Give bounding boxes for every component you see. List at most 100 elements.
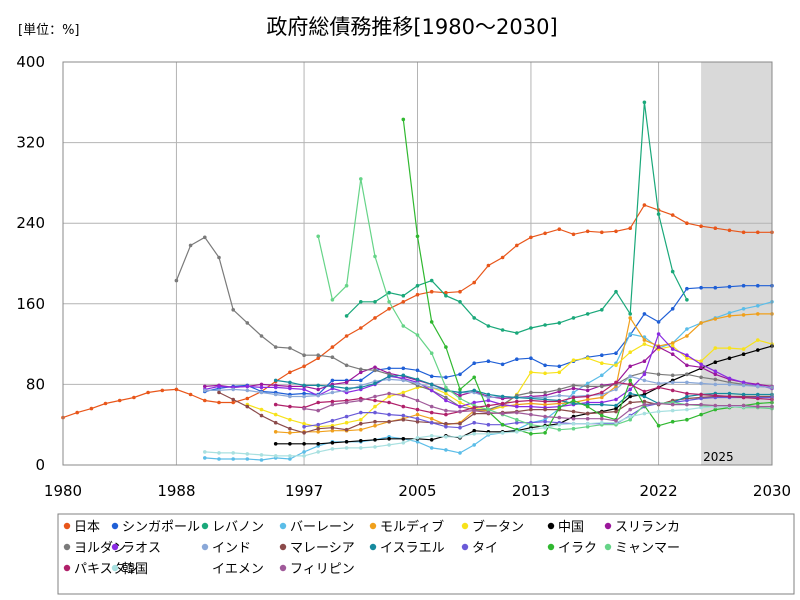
data-point xyxy=(685,221,689,225)
data-point xyxy=(500,394,505,399)
data-point xyxy=(685,417,689,422)
data-point xyxy=(359,370,363,375)
data-point xyxy=(302,383,306,388)
data-point xyxy=(316,426,321,431)
data-point xyxy=(415,436,420,440)
series-line xyxy=(304,396,772,429)
data-point xyxy=(529,398,533,403)
data-point xyxy=(685,398,689,403)
data-point xyxy=(359,300,363,304)
data-point xyxy=(656,409,661,414)
legend-label: イスラエル xyxy=(380,541,445,556)
data-point xyxy=(486,359,491,364)
legend-label: ミャンマー xyxy=(615,541,680,556)
data-point xyxy=(75,410,79,415)
legend-label: 日本 xyxy=(74,520,100,535)
data-point xyxy=(401,324,406,328)
y-tick-label: 240 xyxy=(16,214,45,232)
data-point xyxy=(401,393,406,398)
data-point xyxy=(628,316,632,320)
data-point xyxy=(543,390,547,395)
data-point xyxy=(628,350,632,355)
data-point xyxy=(727,403,732,408)
data-point xyxy=(444,421,448,426)
data-point xyxy=(415,377,420,382)
data-point xyxy=(642,394,647,399)
data-point xyxy=(472,361,477,366)
data-point xyxy=(330,425,335,430)
data-point xyxy=(472,400,477,405)
data-point xyxy=(203,398,207,403)
data-point xyxy=(642,378,647,383)
data-point xyxy=(444,435,448,439)
data-point xyxy=(458,421,462,426)
data-point xyxy=(444,385,448,390)
legend-marker xyxy=(201,543,209,551)
data-point xyxy=(203,384,207,389)
data-point xyxy=(585,421,590,426)
data-point xyxy=(600,390,604,395)
data-point xyxy=(529,326,533,330)
y-tick-label: 320 xyxy=(16,134,45,152)
data-point xyxy=(656,401,661,406)
data-point xyxy=(316,408,321,413)
legend-marker xyxy=(279,522,287,530)
data-point xyxy=(359,439,363,443)
data-point xyxy=(387,443,391,447)
data-point xyxy=(117,398,122,403)
data-point xyxy=(500,422,505,427)
data-point xyxy=(373,300,377,304)
data-point xyxy=(373,410,377,415)
data-point xyxy=(245,452,250,456)
data-point xyxy=(444,448,448,452)
data-point xyxy=(515,404,519,409)
series-line xyxy=(275,381,773,416)
data-point xyxy=(344,446,349,450)
data-point xyxy=(203,456,207,460)
data-point xyxy=(429,278,434,283)
data-point xyxy=(288,431,292,435)
data-point xyxy=(713,360,718,365)
data-point xyxy=(628,378,632,383)
data-point xyxy=(401,300,406,304)
data-point xyxy=(727,284,732,289)
data-point xyxy=(741,392,746,397)
data-point xyxy=(699,359,703,364)
data-point xyxy=(585,356,590,361)
data-point xyxy=(670,388,675,393)
data-point xyxy=(600,308,604,312)
data-point xyxy=(273,392,278,397)
legend-marker xyxy=(63,543,71,551)
data-point xyxy=(685,363,689,368)
data-point xyxy=(713,407,718,412)
data-point xyxy=(458,400,462,405)
data-point xyxy=(614,403,618,408)
data-point xyxy=(543,425,547,430)
data-point xyxy=(628,394,632,399)
data-point xyxy=(415,333,420,337)
data-point xyxy=(273,454,278,458)
data-point xyxy=(302,431,306,435)
data-point xyxy=(344,420,349,425)
x-tick-label: 1997 xyxy=(285,482,323,500)
data-point xyxy=(444,375,448,380)
data-point xyxy=(685,356,689,361)
data-point xyxy=(628,387,632,392)
data-point xyxy=(458,390,462,395)
plot-frame xyxy=(62,61,773,466)
data-point xyxy=(429,385,434,390)
data-point xyxy=(614,406,618,411)
series-line xyxy=(275,313,772,434)
data-point xyxy=(302,406,306,411)
data-point xyxy=(543,431,547,435)
data-point xyxy=(670,408,675,413)
legend-marker xyxy=(63,564,71,572)
data-point xyxy=(401,437,406,441)
data-point xyxy=(543,414,547,419)
data-point xyxy=(245,396,250,401)
data-point xyxy=(670,344,675,348)
data-point xyxy=(557,370,562,375)
data-point xyxy=(670,213,675,217)
data-point xyxy=(486,422,491,427)
data-point xyxy=(486,403,491,408)
